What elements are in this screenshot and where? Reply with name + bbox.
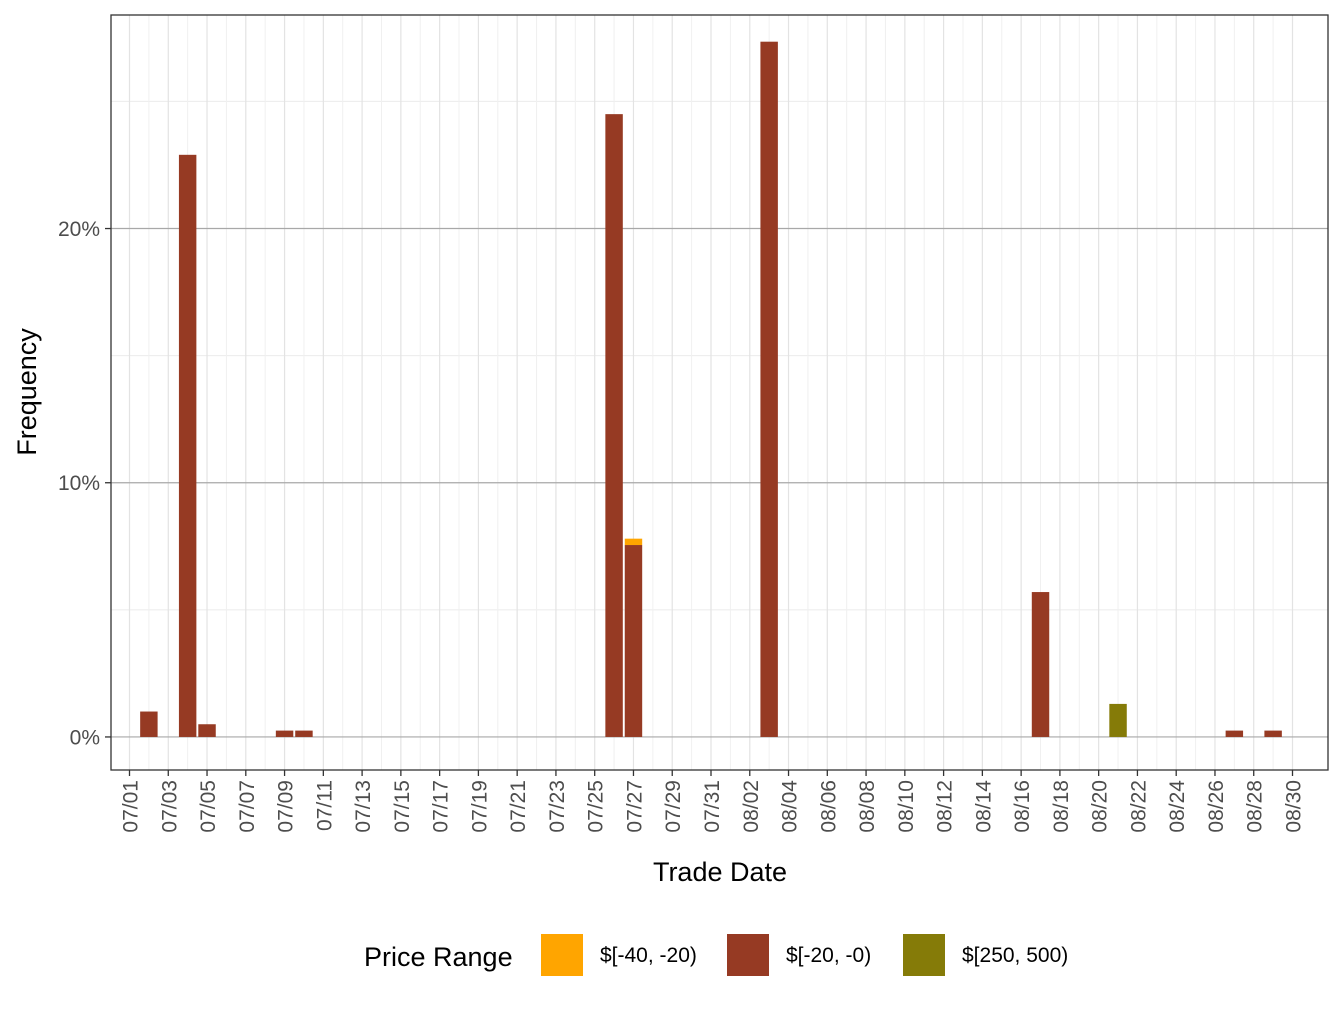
x-tick-label: 08/10	[895, 780, 918, 833]
x-tick-label: 07/07	[236, 780, 259, 833]
x-tick-label: 08/18	[1050, 780, 1073, 833]
x-tick-label: 07/11	[313, 780, 336, 831]
x-tick-label: 08/06	[817, 780, 840, 833]
plot-panel-border	[110, 14, 1329, 771]
x-tick-label: 08/16	[1011, 780, 1034, 833]
x-tick-label: 07/09	[275, 780, 298, 833]
x-tick-label: 08/28	[1244, 780, 1267, 833]
y-axis-title: Frequency	[12, 328, 42, 456]
y-tick-label: 0%	[70, 726, 100, 749]
bar-08-17	[1031, 592, 1050, 737]
legend-title: Price Range	[364, 942, 513, 972]
bar-07-26	[605, 114, 623, 737]
y-axis: 0% 10% 20%	[58, 218, 111, 749]
x-axis: 07/01 07/03 07/05 07/07 07/09 07/11 07/13 07/15…	[120, 770, 1306, 833]
x-tick-label: 08/04	[779, 780, 802, 833]
x-tick-label: 07/01	[120, 780, 143, 833]
legend-key	[541, 934, 583, 976]
x-axis-title: Trade Date	[653, 857, 787, 887]
x-tick-label: 08/26	[1205, 780, 1228, 833]
x-tick-label: 07/25	[585, 780, 608, 833]
x-tick-label: 07/29	[662, 780, 685, 833]
x-tick-label: 07/27	[623, 780, 646, 833]
x-tick-label: 07/13	[352, 780, 375, 833]
x-tick-label: 08/02	[740, 780, 763, 833]
x-tick-label: 07/31	[701, 780, 724, 833]
bar-07-02	[140, 711, 158, 737]
x-tick-label: 08/12	[934, 780, 957, 833]
bar-07-09	[275, 730, 294, 737]
x-tick-label: 08/30	[1283, 780, 1306, 833]
legend-label: $[-40, -20)	[600, 944, 697, 967]
bar-08-27	[1225, 730, 1244, 737]
major-gridlines	[111, 15, 1328, 770]
x-tick-label: 08/08	[856, 780, 879, 833]
legend-key	[727, 934, 769, 976]
x-tick-label: 08/24	[1166, 780, 1189, 833]
x-tick-label: 08/20	[1089, 780, 1112, 833]
x-tick-label: 07/19	[468, 780, 491, 833]
bar-07-04	[178, 154, 197, 737]
bar-08-03	[760, 41, 778, 737]
legend-label: $[-20, -0)	[786, 944, 871, 967]
bar-07-27	[624, 538, 643, 546]
x-tick-label: 07/05	[197, 780, 220, 833]
legend-key	[903, 934, 945, 976]
legend-label: $[250, 500)	[962, 944, 1068, 967]
x-tick-label: 07/23	[546, 780, 569, 833]
x-tick-label: 07/15	[391, 780, 414, 833]
bar-07-10	[295, 730, 313, 737]
x-tick-label: 08/14	[972, 780, 995, 833]
y-tick-label: 20%	[58, 218, 100, 241]
x-tick-label: 08/22	[1127, 780, 1150, 833]
bar-07-27	[624, 545, 643, 737]
x-tick-label: 07/17	[430, 780, 453, 833]
bars	[140, 41, 1282, 737]
bar-08-21	[1109, 703, 1127, 737]
x-tick-label: 07/03	[158, 780, 181, 833]
bar-07-05	[198, 724, 216, 737]
x-tick-label: 07/21	[507, 780, 530, 833]
legend: Price Range $[-40, -20) $[-20, -0) $[250, …	[364, 934, 1068, 976]
bar-08-29	[1264, 730, 1282, 737]
y-tick-label: 10%	[58, 472, 100, 495]
